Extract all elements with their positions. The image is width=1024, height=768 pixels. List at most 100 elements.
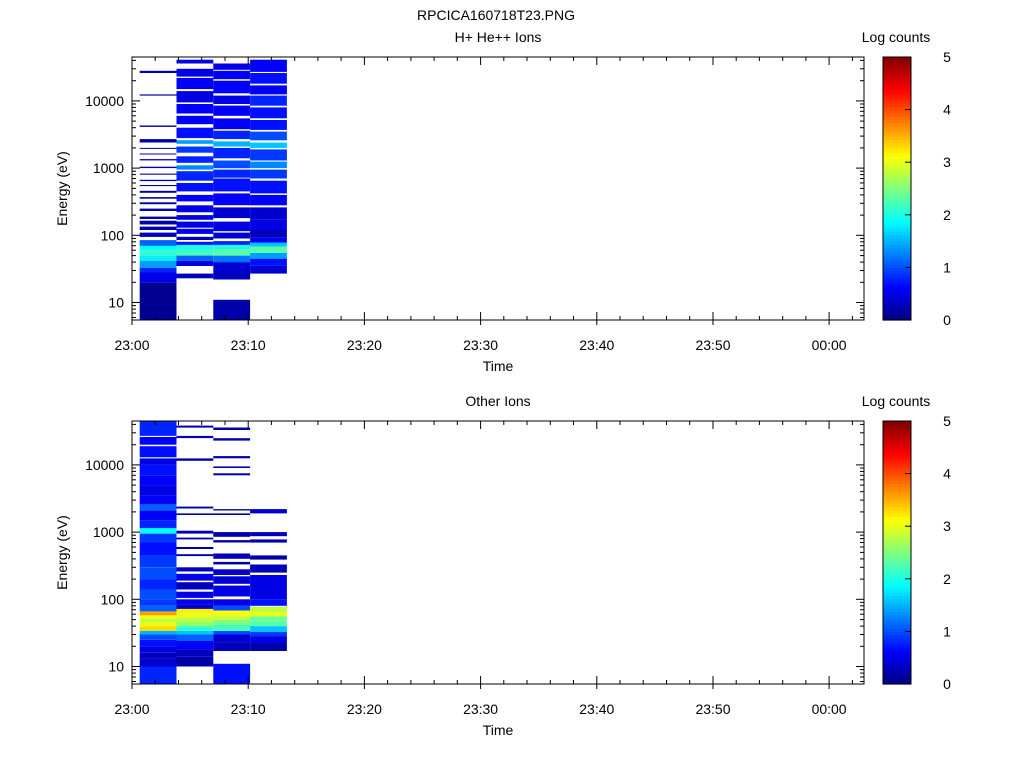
- heatmap-cell: [139, 220, 177, 225]
- colorbar-step: [883, 178, 911, 183]
- colorbar-step: [883, 667, 911, 672]
- heatmap-cell: [139, 255, 177, 261]
- colorbar-step: [883, 542, 911, 547]
- colorbar-step: [883, 221, 911, 226]
- colorbar-step: [883, 168, 911, 173]
- heatmap-cell: [250, 246, 287, 253]
- colorbar-step: [883, 490, 911, 494]
- heatmap-cell: [139, 216, 177, 219]
- x-tick-label: 23:50: [695, 701, 730, 717]
- heatmap-cell: [213, 585, 251, 597]
- colorbar-step: [883, 476, 911, 481]
- colorbar-tick-label: 0: [943, 312, 951, 328]
- heatmap-cell: [139, 495, 177, 505]
- heatmap-cell: [139, 634, 177, 640]
- x-tick-label: 23:30: [463, 337, 498, 353]
- colorbar-step: [883, 565, 911, 570]
- heatmap-cell: [176, 506, 214, 509]
- heatmap-cell: [176, 273, 214, 279]
- colorbar-step: [883, 674, 911, 679]
- colorbar-step: [883, 185, 911, 190]
- colorbar-step: [883, 513, 911, 517]
- colorbar-step: [883, 300, 911, 305]
- x-tick-label: 00:00: [812, 337, 847, 353]
- heatmap-cell: [139, 485, 177, 496]
- colorbar-step: [883, 313, 911, 318]
- heatmap-cell: [176, 77, 214, 90]
- heatmap-cell: [213, 642, 251, 651]
- colorbar-step: [883, 277, 911, 282]
- heatmap-cell: [139, 282, 177, 320]
- colorbar-tick-label: 4: [943, 466, 951, 482]
- colorbar-step: [883, 440, 911, 445]
- heatmap-cell: [213, 576, 251, 584]
- colorbar-step: [883, 637, 911, 642]
- colorbar-step: [883, 529, 911, 534]
- heatmap-cell: [213, 63, 251, 70]
- colorbar-step: [883, 641, 911, 646]
- heatmap-cell: [176, 649, 214, 657]
- heatmap-cell: [176, 513, 214, 515]
- colorbar-step: [883, 582, 911, 586]
- colorbar-step: [883, 60, 911, 65]
- colorbar-step: [883, 532, 911, 537]
- colorbar-step: [883, 549, 911, 554]
- colorbar-step: [883, 624, 911, 629]
- heatmap-cell: [213, 466, 251, 468]
- colorbar-step: [883, 634, 911, 639]
- colorbar-step: [883, 598, 911, 603]
- x-axis-label: Time: [483, 722, 514, 738]
- heatmap-cell: [176, 140, 214, 144]
- colorbar-step: [883, 601, 911, 606]
- colorbar-step: [883, 250, 911, 255]
- heatmap-cell: [250, 131, 287, 141]
- heatmap-cell: [139, 528, 177, 534]
- colorbar-step: [883, 83, 911, 88]
- colorbar-step: [883, 119, 911, 124]
- y-axis-ticks: [132, 59, 864, 318]
- x-tick-label: 00:00: [812, 701, 847, 717]
- heatmap-cell: [176, 458, 214, 461]
- colorbar-step: [883, 257, 911, 262]
- x-axis-ticks: [131, 57, 853, 320]
- heatmap-cell: [139, 504, 177, 511]
- colorbar-step: [883, 647, 911, 652]
- colorbar-tick-label: 4: [943, 102, 951, 118]
- y-tick-label: 10000: [85, 457, 124, 473]
- heatmap-cell: [176, 236, 214, 240]
- heatmap-cell: [176, 183, 214, 192]
- heatmap-cell: [176, 104, 214, 114]
- y-tick-label: 1000: [93, 524, 124, 540]
- heatmap-cell: [139, 475, 177, 486]
- colorbar-step: [883, 283, 911, 288]
- heatmap-cell: [250, 606, 287, 612]
- heatmap-cell: [213, 610, 251, 616]
- heatmap-cell: [139, 185, 177, 187]
- heatmap-cell: [139, 173, 177, 175]
- heatmap-cell: [139, 579, 177, 590]
- heatmap-cell: [250, 532, 287, 537]
- colorbar-step: [883, 198, 911, 203]
- colorbar-tick-label: 5: [943, 49, 951, 65]
- heatmap-cell: [176, 591, 214, 598]
- heatmap-cell: [139, 446, 177, 458]
- x-tick-label: 23:20: [347, 337, 382, 353]
- colorbar-step: [883, 142, 911, 147]
- colorbar-step: [883, 595, 911, 600]
- heatmap-cell: [139, 421, 177, 436]
- heatmap-cells: [139, 421, 287, 684]
- colorbar-step: [883, 588, 911, 593]
- colorbar-step: [883, 96, 911, 101]
- colorbar-step: [883, 241, 911, 245]
- heatmap-cell: [213, 130, 251, 140]
- heatmap-cell: [139, 599, 177, 606]
- heatmap-cell: [176, 127, 214, 139]
- colorbar-step: [883, 89, 911, 94]
- colorbar-step: [883, 562, 911, 567]
- heatmap-cell: [250, 555, 287, 560]
- heatmap-cell: [176, 630, 214, 635]
- heatmap-cell: [176, 165, 214, 170]
- heatmap-cell: [176, 547, 214, 549]
